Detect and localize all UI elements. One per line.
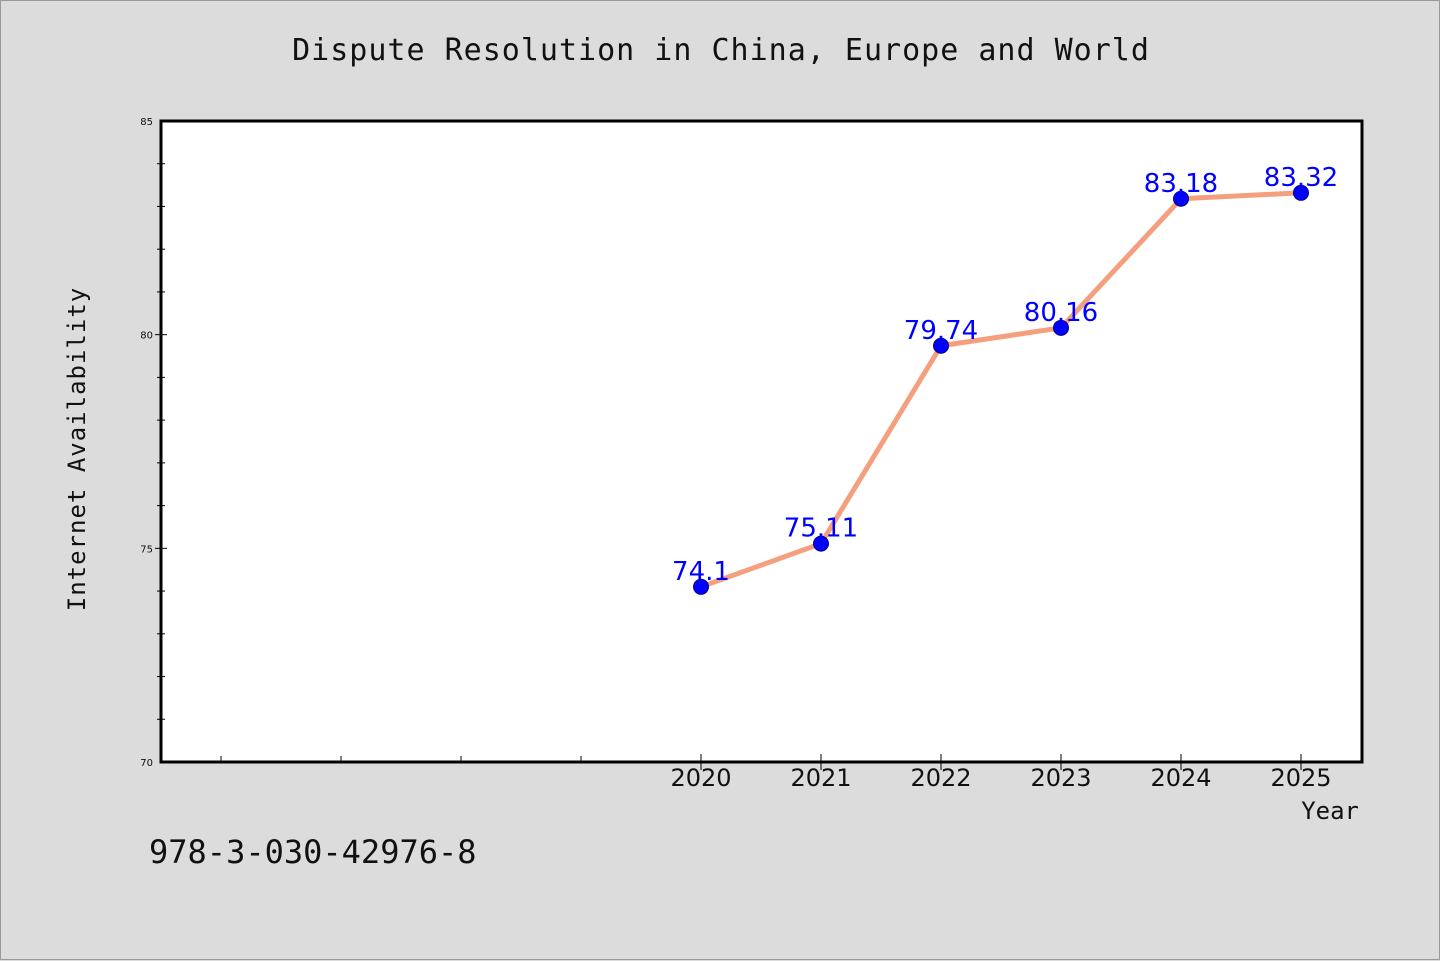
data-point bbox=[1293, 184, 1309, 201]
data-point bbox=[933, 337, 949, 354]
x-tick-label: 2025 bbox=[1270, 764, 1331, 792]
data-point bbox=[813, 535, 829, 552]
data-label: 80.16 bbox=[1024, 298, 1098, 328]
isbn-footnote: 978-3-030-42976-8 bbox=[149, 833, 477, 871]
data-point bbox=[693, 578, 709, 595]
data-label: 83.18 bbox=[1144, 169, 1218, 199]
x-tick-label: 2024 bbox=[1150, 764, 1211, 792]
y-tick-label: 70 bbox=[140, 758, 153, 769]
x-tick-label: 2020 bbox=[670, 764, 731, 792]
y-tick-label: 80 bbox=[140, 331, 153, 342]
data-point bbox=[1173, 190, 1189, 207]
chart-title: Dispute Resolution in China, Europe and … bbox=[292, 33, 1150, 68]
x-axis-label: Year bbox=[1301, 797, 1359, 825]
x-tick-label: 2021 bbox=[790, 764, 851, 792]
series-line bbox=[698, 190, 1304, 590]
y-tick-label: 75 bbox=[140, 544, 153, 555]
data-point bbox=[1053, 319, 1069, 336]
data-label: 79.74 bbox=[904, 316, 978, 346]
x-tick-label: 2022 bbox=[910, 764, 971, 792]
x-tick-label: 2023 bbox=[1030, 764, 1091, 792]
data-label: 83.32 bbox=[1264, 163, 1338, 193]
data-label: 75.11 bbox=[784, 514, 858, 544]
plot-area bbox=[159, 119, 1364, 764]
data-label: 74.1 bbox=[672, 557, 730, 587]
y-tick-label: 85 bbox=[140, 117, 153, 128]
